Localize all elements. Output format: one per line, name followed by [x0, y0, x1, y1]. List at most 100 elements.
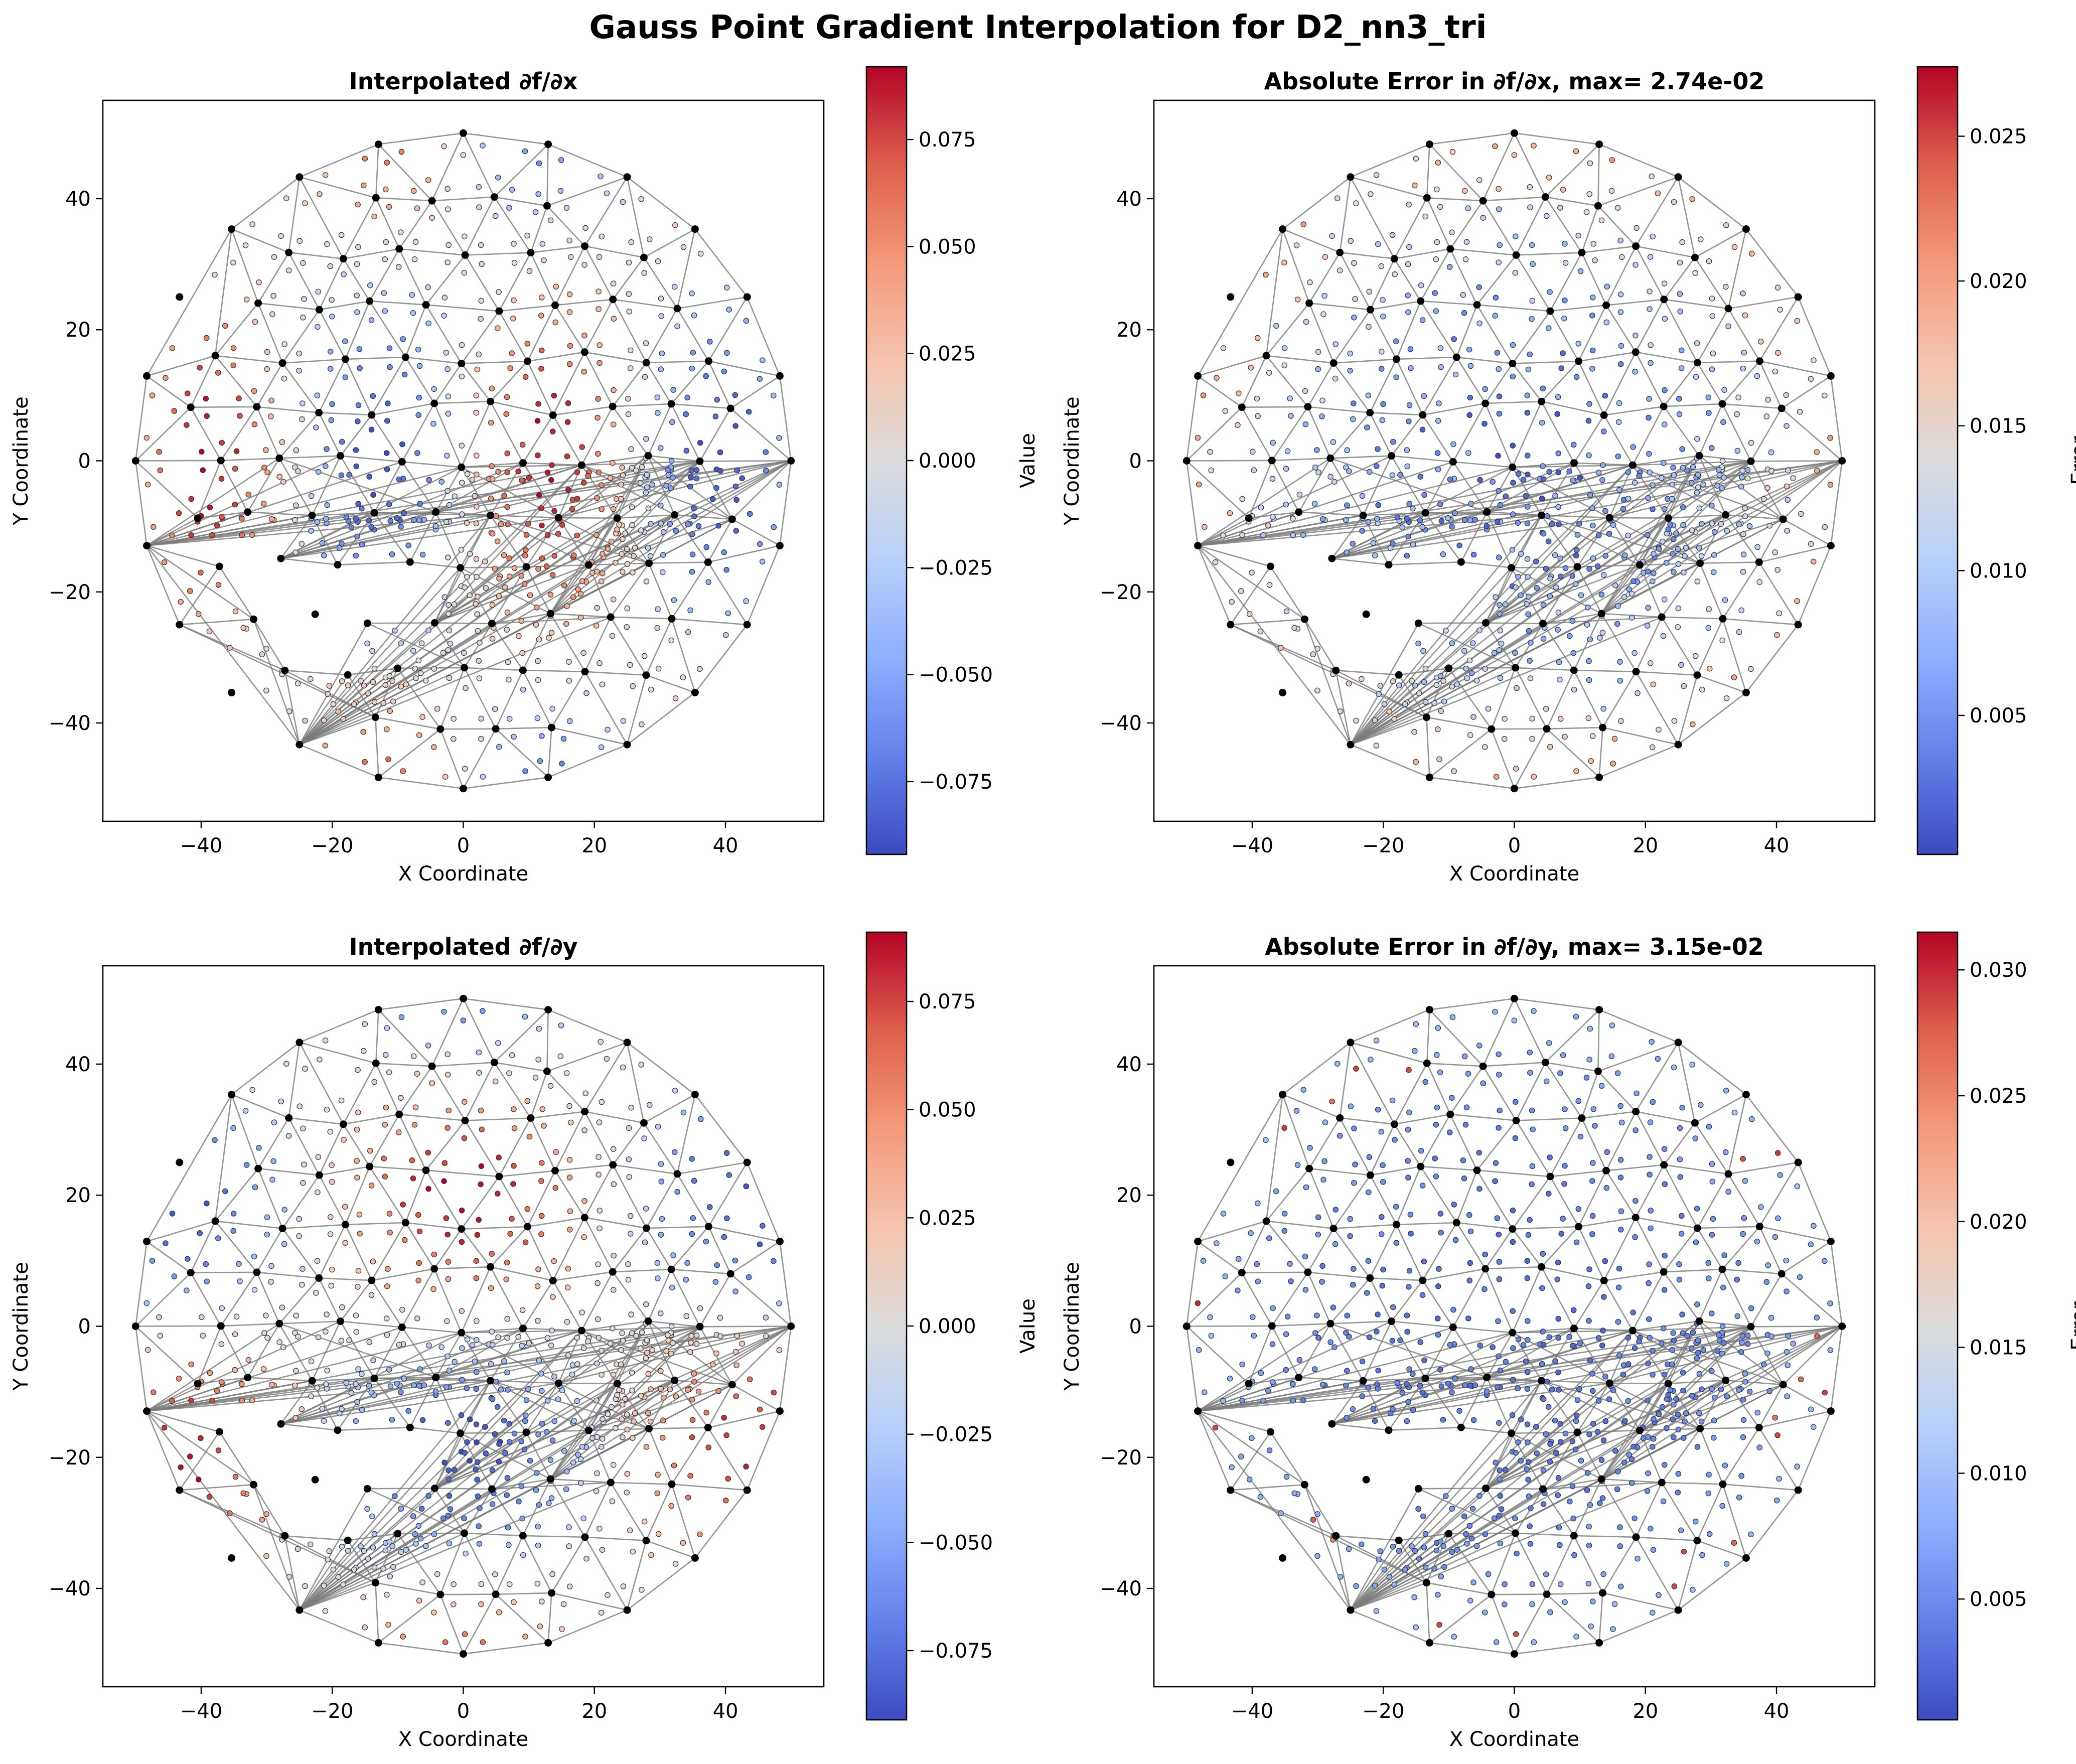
- gauss-point: [680, 1540, 686, 1546]
- y-tick-label: 0: [1129, 450, 1142, 473]
- gauss-point: [607, 475, 614, 481]
- gauss-point: [1709, 1368, 1715, 1374]
- mesh-edge: [527, 305, 556, 362]
- gauss-point: [1235, 422, 1241, 428]
- gauss-point: [504, 1475, 511, 1481]
- gauss-point: [1656, 1411, 1662, 1417]
- mesh-edge: [581, 1320, 649, 1332]
- gauss-point: [1402, 1566, 1408, 1573]
- mesh-edge: [1541, 1226, 1579, 1268]
- gauss-point: [566, 1583, 573, 1590]
- gauss-point: [535, 566, 541, 572]
- mesh-edge: [627, 176, 696, 230]
- gauss-point: [355, 1366, 361, 1372]
- gauss-point: [1520, 1342, 1527, 1348]
- gauss-point: [600, 1436, 606, 1442]
- mesh-edge: [1759, 361, 1783, 409]
- gauss-point: [538, 505, 544, 511]
- gauss-point: [200, 1333, 206, 1339]
- gauss-point: [564, 1284, 571, 1290]
- mesh-edge: [643, 257, 678, 309]
- mesh-node: [341, 1221, 349, 1229]
- gauss-point: [1310, 1517, 1316, 1523]
- gauss-point: [1273, 323, 1279, 329]
- gauss-point: [1372, 552, 1378, 558]
- gauss-point: [579, 444, 585, 450]
- gauss-point: [386, 204, 392, 210]
- gauss-point: [698, 1116, 704, 1122]
- gauss-point: [161, 1424, 168, 1431]
- mesh-edge: [439, 667, 465, 729]
- gauss-point: [1496, 393, 1503, 399]
- gauss-point: [1343, 1382, 1349, 1389]
- gauss-point: [1772, 368, 1778, 375]
- mesh-node: [776, 1237, 784, 1245]
- gauss-point: [496, 1441, 502, 1447]
- mesh-edge: [146, 355, 216, 377]
- gauss-point: [195, 1477, 202, 1483]
- mesh-edge: [1606, 299, 1664, 306]
- mesh-edge: [1597, 1042, 1679, 1072]
- gauss-point: [1432, 1155, 1438, 1161]
- gauss-point: [1314, 447, 1320, 453]
- gauss-point: [1236, 1256, 1242, 1262]
- mesh-node: [527, 249, 535, 257]
- gauss-point: [1635, 1555, 1641, 1562]
- mesh-edge: [299, 667, 465, 746]
- mesh-node: [644, 1317, 652, 1325]
- gauss-point: [1510, 480, 1516, 486]
- mesh-edge: [219, 566, 254, 620]
- mesh-edge: [375, 144, 379, 198]
- gauss-point: [1496, 1072, 1502, 1078]
- gauss-point: [567, 1227, 573, 1233]
- mesh-node: [250, 615, 257, 623]
- gauss-point: [214, 1388, 220, 1394]
- mesh-node: [1573, 563, 1581, 571]
- mesh-edge: [1576, 1432, 1602, 1480]
- gauss-point: [492, 1431, 498, 1437]
- gauss-point: [1602, 1418, 1609, 1424]
- gauss-point: [1302, 1287, 1309, 1293]
- gauss-point: [1694, 490, 1700, 496]
- gauss-point: [642, 1239, 648, 1245]
- gauss-point: [1461, 188, 1468, 194]
- gauss-point: [1534, 585, 1540, 591]
- gauss-point: [441, 1459, 448, 1465]
- gauss-point: [444, 1231, 451, 1238]
- gauss-point: [476, 1217, 482, 1223]
- mesh-node: [311, 1476, 319, 1484]
- mesh-edge: [1282, 1094, 1341, 1119]
- gauss-point: [574, 496, 580, 502]
- gauss-point: [1675, 1411, 1681, 1418]
- mesh-edge: [299, 567, 461, 746]
- gauss-point: [1462, 1382, 1468, 1389]
- mesh-edge: [1598, 1593, 1603, 1643]
- mesh-node: [581, 1533, 589, 1541]
- gauss-point: [1569, 1483, 1576, 1490]
- gauss-point: [463, 685, 469, 691]
- gauss-point: [451, 1581, 457, 1587]
- mesh-edge: [282, 309, 320, 364]
- mesh-edge: [495, 1593, 549, 1644]
- mesh-edge: [495, 728, 549, 778]
- gauss-point: [1633, 262, 1639, 268]
- gauss-point: [618, 496, 624, 502]
- mesh-edge: [367, 1488, 465, 1534]
- gauss-point: [596, 1335, 602, 1341]
- gauss-point: [1547, 575, 1553, 581]
- gauss-point: [355, 201, 361, 208]
- gauss-point: [1660, 538, 1666, 545]
- gauss-point: [382, 256, 388, 262]
- gauss-point: [1454, 1547, 1460, 1553]
- gauss-point: [1614, 621, 1620, 627]
- gauss-point: [237, 413, 243, 419]
- gauss-point: [548, 477, 554, 483]
- gauss-point: [1620, 506, 1626, 512]
- gauss-point: [668, 458, 675, 464]
- gauss-point: [524, 232, 530, 239]
- gauss-point: [459, 1345, 465, 1351]
- mesh-edge: [694, 624, 748, 693]
- gauss-point: [506, 205, 512, 211]
- gauss-point: [294, 680, 301, 687]
- mesh-node: [1827, 542, 1835, 550]
